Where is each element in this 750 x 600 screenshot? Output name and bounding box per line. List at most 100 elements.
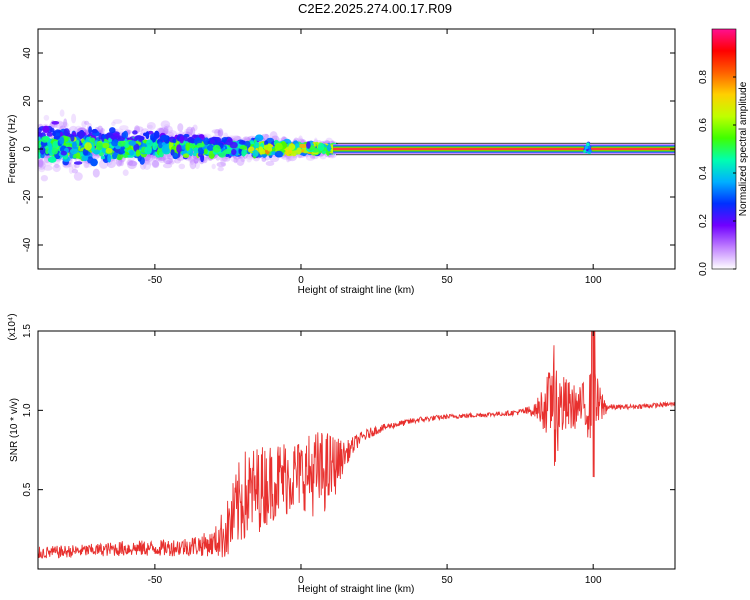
spectrogram-halo-dot: [63, 118, 68, 128]
colorbar-tick-label: 0.8: [698, 70, 709, 84]
spectrogram-halo-dot: [92, 168, 100, 178]
spectrogram-x-axis-label: Height of straight line (km): [298, 285, 415, 296]
spectrogram-halo-dot: [178, 163, 186, 170]
spectrogram-blob: [39, 146, 46, 155]
spectrogram-blob: [161, 144, 170, 153]
snr-x-tick-label: 100: [585, 575, 602, 586]
colorbar-tick-label: 0.6: [698, 118, 709, 132]
spectrogram-blob: [223, 148, 232, 155]
spectrogram-blob: [117, 140, 126, 147]
spectrogram-halo-dot: [128, 160, 138, 167]
spectrogram-blob: [51, 147, 59, 155]
spectrogram-halo-dot: [119, 159, 124, 167]
spectrogram-halo-dot: [214, 129, 221, 137]
spectrogram-blob: [196, 142, 205, 148]
spectrogram-halo-dot: [158, 157, 166, 163]
spectrogram-x-tick-label: 50: [442, 275, 454, 286]
spectrogram-halo-dot: [151, 160, 160, 169]
spectrogram-halo-dot: [43, 165, 53, 171]
spectrogram-halo-dot: [126, 159, 134, 166]
spectrogram-blob: [158, 142, 163, 149]
spectrogram-halo-dot: [246, 155, 252, 163]
spectrogram-blob: [209, 139, 215, 145]
spectrogram-x-tick-label: 0: [298, 275, 304, 286]
spectrogram-blob: [172, 152, 179, 160]
spectrogram-halo-dot: [211, 129, 221, 134]
spectrogram-halo-dot: [233, 157, 238, 164]
spectrogram-halo-dot: [111, 121, 116, 127]
spectrogram-halo-dot: [52, 164, 61, 173]
spectrogram-blob: [91, 129, 98, 134]
snr-y-multiplier: (x10⁴): [7, 313, 18, 340]
spectrogram-halo-dot: [168, 160, 174, 166]
spectrogram-halo-dot: [144, 156, 150, 164]
spectrogram-halo-dot: [188, 157, 194, 163]
spectrogram-blob: [109, 127, 116, 134]
spectrogram-blob: [258, 146, 264, 153]
spectrogram-blob: [586, 142, 590, 146]
snr-x-tick-label: 0: [298, 575, 304, 586]
spectrogram-halo-dot: [54, 163, 60, 169]
spectrogram-blob: [198, 134, 205, 139]
spectrogram-halo-dot: [218, 129, 223, 137]
spectrogram-halo-dot: [38, 159, 45, 168]
spectrogram-halo-dot: [134, 126, 144, 133]
spectrogram-halo-dot: [58, 121, 69, 129]
spectrogram-halo-dot: [84, 120, 89, 125]
spectrogram-halo-dot: [165, 160, 172, 165]
spectrogram-blob: [84, 142, 92, 151]
spectrogram-blob: [105, 147, 113, 154]
spectrogram-blob: [185, 142, 190, 151]
spectrogram-halo-dot: [265, 161, 275, 166]
spectrogram-x-tick-label: 100: [585, 275, 602, 286]
spectrogram-blob: [254, 141, 260, 149]
spectrogram-blob: [229, 141, 238, 149]
spectrogram-blob: [77, 131, 86, 139]
spectrogram-blob: [89, 137, 96, 143]
spectrogram-blob: [298, 143, 308, 149]
spectrogram-halo-dot: [163, 124, 170, 129]
spectrogram-halo-dot: [216, 161, 227, 168]
spectrogram-halo-dot: [116, 160, 124, 166]
spectrogram-blob: [306, 141, 311, 149]
spectrogram-blob: [159, 151, 164, 158]
spectrogram-halo-dot: [163, 126, 169, 136]
spectrogram-blob: [145, 131, 150, 140]
spectrogram-halo-dot: [38, 166, 46, 173]
spectrogram-halo-dot: [305, 154, 316, 161]
spectrogram-blob: [41, 136, 49, 143]
spectrogram-blob: [128, 140, 137, 146]
spectrogram-halo-dot: [146, 124, 153, 129]
spectrogram-y-tick-label: -40: [22, 237, 33, 252]
spectrogram-halo-dot: [186, 126, 194, 136]
spectrogram-blob: [274, 150, 283, 158]
spectrogram-blob: [62, 136, 69, 143]
spectrogram-halo-dot: [193, 157, 199, 164]
spectrogram-halo-dot: [68, 165, 74, 174]
spectrogram-halo-dot: [160, 120, 171, 129]
spectrogram-blob: [182, 153, 190, 158]
spectrogram-blob: [122, 130, 129, 139]
spectrogram-halo-dot: [211, 163, 216, 170]
spectrogram-halo-dot: [221, 156, 231, 162]
spectrogram-halo-dot: [144, 153, 153, 163]
spectrogram-blob: [212, 144, 221, 153]
spectrogram-halo-dot: [190, 126, 196, 137]
spectrogram-halo-dot: [167, 130, 177, 137]
spectrogram-halo-dot: [119, 125, 129, 131]
spectrogram-halo-dot: [220, 158, 226, 167]
spectrogram-blob: [60, 150, 67, 156]
spectrogram-blob: [317, 142, 325, 151]
colorbar-tick-label: 0.4: [698, 166, 709, 180]
spectrogram-band: [333, 148, 675, 150]
spectrogram-halo-dot: [100, 128, 105, 133]
spectrogram-halo-dot: [81, 120, 87, 129]
spectrogram-blob: [46, 132, 53, 137]
spectrogram-halo-dot: [163, 157, 173, 165]
spectrogram-y-tick-label: 20: [22, 95, 33, 107]
spectrogram-blob: [248, 146, 255, 152]
spectrogram-halo-dot: [97, 125, 103, 134]
snr-y-axis-label: SNR (10 * v/v): [9, 398, 20, 462]
spectrogram-blob: [160, 134, 168, 141]
snr-y-tick-label: 1.5: [22, 324, 33, 338]
